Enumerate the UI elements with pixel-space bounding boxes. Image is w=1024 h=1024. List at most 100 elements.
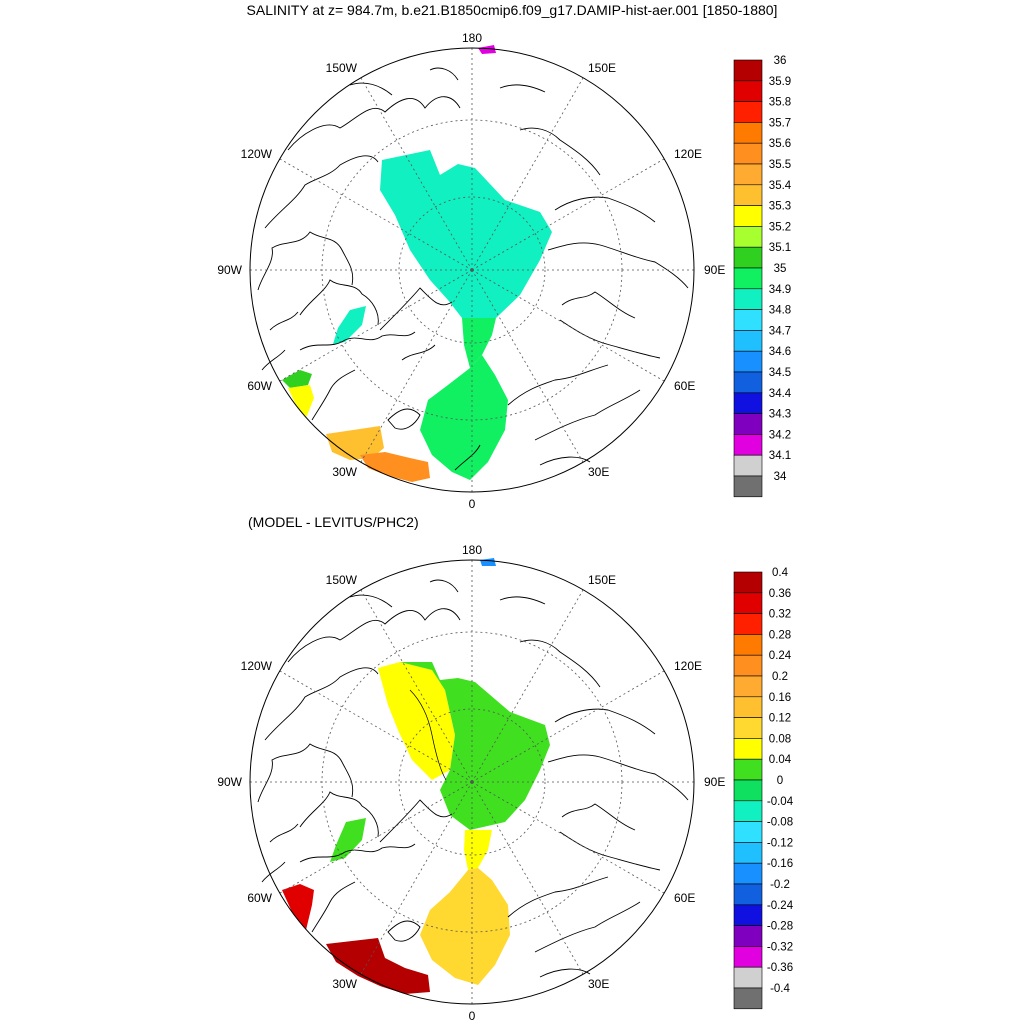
salinity-field bbox=[282, 45, 552, 482]
colorbar-swatch bbox=[733, 842, 763, 864]
polar-map-salinity: 180 0 90W 90E 150W 120W 60W 30W 150E 120… bbox=[217, 31, 725, 511]
colorbar-swatch bbox=[733, 925, 763, 947]
lon-label-30e: 30E bbox=[588, 977, 609, 991]
colorbar-swatch bbox=[733, 434, 763, 456]
colorbar-label: 35.7 bbox=[769, 117, 791, 129]
labrador-sea-field bbox=[282, 884, 314, 930]
colorbar-label: 0.08 bbox=[769, 733, 791, 745]
lon-label-30e: 30E bbox=[588, 465, 609, 479]
colorbar-label: -0.36 bbox=[767, 962, 793, 974]
colorbar-label: 35.5 bbox=[769, 159, 791, 171]
colorbar-label: 34.5 bbox=[769, 367, 791, 379]
colorbar-label: -0.04 bbox=[767, 796, 794, 808]
colorbar-swatch bbox=[733, 821, 763, 843]
colorbar-label: 35.4 bbox=[769, 180, 792, 192]
bering-patch bbox=[480, 558, 496, 566]
colorbar-label: 34.4 bbox=[769, 388, 792, 400]
colorbar-swatch bbox=[733, 946, 763, 968]
colorbar-swatch bbox=[733, 862, 763, 885]
colorbar-label: -0.4 bbox=[770, 983, 790, 995]
colorbar-label: -0.16 bbox=[767, 858, 793, 870]
lon-label-120w: 120W bbox=[241, 147, 273, 161]
colorbar-label: -0.2 bbox=[770, 879, 790, 891]
colorbar-label: 35.6 bbox=[769, 138, 791, 150]
difference-field bbox=[282, 558, 550, 994]
colorbar-label: 0.16 bbox=[769, 692, 791, 704]
lon-label-180: 180 bbox=[462, 31, 482, 45]
graticule bbox=[250, 560, 694, 1004]
colorbar-label: 35.3 bbox=[769, 201, 791, 213]
colorbar-label: -0.24 bbox=[767, 900, 794, 912]
lon-label-150w: 150W bbox=[326, 573, 358, 587]
graticule bbox=[250, 48, 694, 492]
colorbar-label: 0.36 bbox=[769, 588, 791, 600]
lon-label-120e: 120E bbox=[674, 659, 702, 673]
colorbar-swatch bbox=[733, 59, 763, 82]
north-atlantic-field-a bbox=[326, 426, 384, 460]
baffin-bay-field bbox=[333, 306, 366, 344]
colorbar-swatch bbox=[733, 122, 763, 144]
colorbar-label: 34 bbox=[774, 471, 787, 483]
colorbar-swatch bbox=[733, 392, 763, 414]
colorbar-swatch bbox=[733, 413, 763, 435]
lon-label-60w: 60W bbox=[247, 891, 272, 905]
lon-label-90e: 90E bbox=[704, 775, 725, 789]
colorbar-swatch bbox=[733, 142, 763, 165]
colorbar-label: 34.1 bbox=[769, 450, 791, 462]
colorbar-label: -0.32 bbox=[767, 941, 793, 953]
colorbar-swatch bbox=[733, 717, 763, 739]
colorbar-label: 36 bbox=[774, 55, 787, 67]
colorbar-swatch bbox=[733, 475, 763, 498]
eurasian-basin-green bbox=[400, 662, 550, 830]
colorbar-swatch bbox=[733, 738, 763, 760]
map-boundary bbox=[249, 559, 695, 1005]
lon-label-60e: 60E bbox=[674, 891, 695, 905]
fram-strait-yellow bbox=[464, 830, 492, 870]
colorbar-swatch bbox=[733, 571, 763, 594]
coastlines bbox=[257, 579, 689, 978]
colorbar-label: 35 bbox=[774, 263, 787, 275]
colorbar-label: 0.2 bbox=[772, 671, 788, 683]
colorbar-label: 0.4 bbox=[772, 567, 789, 579]
north-atlantic-field-b bbox=[360, 452, 430, 482]
labrador-sea-yellow bbox=[288, 385, 314, 418]
colorbar-label: -0.28 bbox=[767, 921, 793, 933]
colorbar-label: 0.28 bbox=[769, 629, 791, 641]
lon-label-90w: 90W bbox=[217, 775, 242, 789]
colorbar-swatch bbox=[733, 987, 763, 1010]
lon-label-90e: 90E bbox=[704, 263, 725, 277]
colorbar-label: 35.8 bbox=[769, 97, 791, 109]
colorbar-swatch bbox=[733, 330, 763, 352]
colorbar-swatch bbox=[733, 800, 763, 822]
lon-label-150e: 150E bbox=[588, 61, 616, 75]
figure-subtitle: (MODEL - LEVITUS/PHC2) bbox=[248, 514, 419, 530]
fram-strait-field bbox=[462, 318, 496, 368]
colorbar-swatch bbox=[733, 309, 763, 331]
lon-label-30w: 30W bbox=[332, 977, 357, 991]
colorbar-swatch bbox=[733, 226, 763, 248]
colorbar-label: 0.32 bbox=[769, 609, 791, 621]
north-atlantic-field bbox=[326, 938, 430, 994]
colorbar-swatch bbox=[733, 758, 763, 781]
colorbar-swatch bbox=[733, 163, 763, 186]
arctic-basin-field bbox=[380, 150, 552, 318]
lon-label-30w: 30W bbox=[332, 465, 357, 479]
bering-patch bbox=[478, 45, 496, 54]
colorbar-label: 0.24 bbox=[769, 650, 792, 662]
colorbar-swatch bbox=[733, 288, 763, 310]
lon-label-120e: 120E bbox=[674, 147, 702, 161]
colorbar-swatch bbox=[733, 246, 763, 269]
colorbar-label: 34.8 bbox=[769, 305, 791, 317]
nordic-seas-field bbox=[420, 355, 508, 480]
colorbar-label: 34.7 bbox=[769, 325, 791, 337]
colorbar-salinity: 36 35.9 35.8 35.7 35.6 35.5 35.4 35.3 35.2 35.1 35… bbox=[733, 55, 792, 498]
colorbar-label: 34.2 bbox=[769, 429, 791, 441]
lon-label-120w: 120W bbox=[241, 659, 273, 673]
labrador-sea-green bbox=[282, 370, 312, 388]
nordic-seas-field bbox=[420, 868, 510, 985]
polar-map-difference: 180 0 90W 90E 150W 120W 60W 30W 150E 120… bbox=[217, 543, 725, 1023]
colorbar-swatch bbox=[733, 779, 763, 802]
colorbar-swatch bbox=[733, 675, 763, 698]
lon-label-60e: 60E bbox=[674, 379, 695, 393]
